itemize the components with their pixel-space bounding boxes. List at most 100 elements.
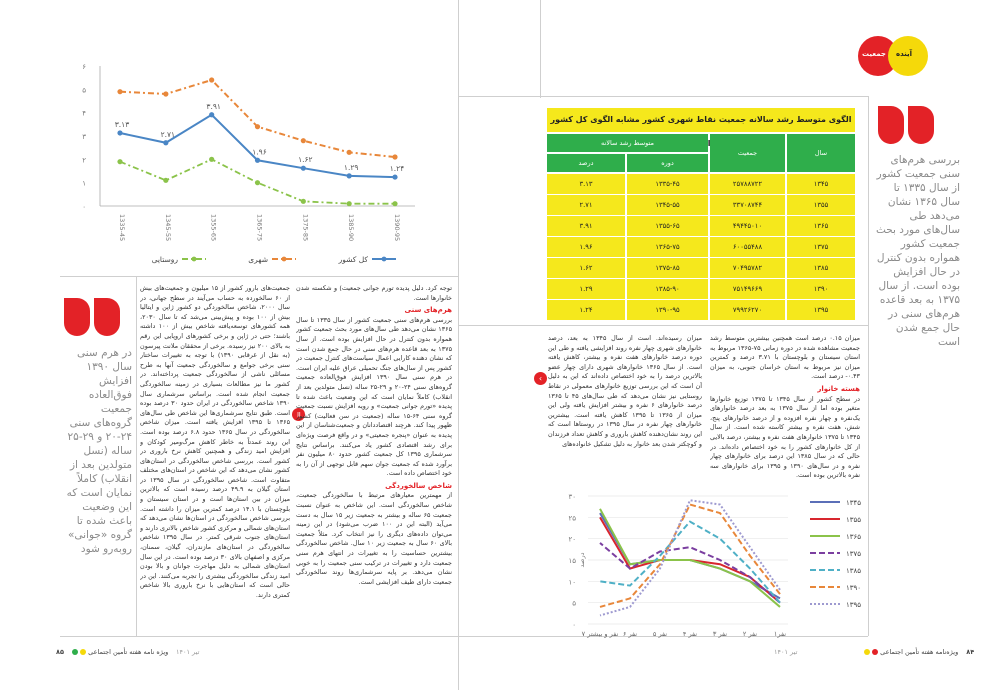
data-label: ۱.۲۹ <box>344 163 358 172</box>
data-point <box>254 180 261 186</box>
y-tick-label: ۶ <box>82 63 86 71</box>
series-line-6 <box>599 499 781 617</box>
x-tick-label: ۶ نفر <box>623 630 637 638</box>
table-cell-period: ۱۳۷۵-۸۵ <box>627 258 708 279</box>
table-cell-year: ۱۳۶۵ <box>787 216 855 237</box>
table-cell-period: ۱۳۳۵-۴۵ <box>627 174 708 195</box>
data-label: ۳.۹۱ <box>206 102 220 111</box>
series-line-1 <box>119 78 396 158</box>
data-label: ۲.۷۱ <box>161 130 175 139</box>
legend-label: ۱۳۴۵ <box>846 499 861 507</box>
publication-name: ویژه‌نامه هفته تأمین اجتماعی <box>880 648 959 656</box>
y-tick-label: ۲ <box>82 156 86 164</box>
paragraph: جمعیت‌های بارور کشور از ۱۵ میلیون و جمعی… <box>140 284 290 599</box>
growth-rate-line-chart: ۰ ۱ ۲ ۳ ۴ ۵ ۶ 1335-45 1345-55 1355-65 1365-75 1375-… <box>82 63 415 264</box>
data-point <box>209 156 215 162</box>
series-line-4 <box>599 520 781 604</box>
x-tick-label: 1390-95 <box>393 214 401 241</box>
quote-mark-icon <box>878 106 940 148</box>
section-heading: شاخص سالخوردگی <box>385 481 452 490</box>
paragraph: میزان ۰.۱۵ درصد است همچنین بیشترین متوسط… <box>710 334 860 381</box>
pull-quote-right: بررسی هرم‌های سنی جمعیت کشور از سال ۱۳۳۵… <box>875 154 960 348</box>
data-point <box>209 112 215 118</box>
data-point <box>254 157 261 163</box>
legend-label: کل کشور <box>338 255 369 264</box>
data-point <box>254 124 261 130</box>
legend-marker <box>281 256 287 262</box>
y-axis-label: درصد <box>578 552 586 567</box>
legend-marker <box>381 256 387 262</box>
data-label: ۱.۲۴ <box>390 164 404 173</box>
y-tick-label: ۵ <box>572 600 576 608</box>
table-cell-period: ۱۳۴۵-۵۵ <box>627 195 708 216</box>
series-line-2 <box>599 508 781 608</box>
y-tick-label: ۰ <box>82 203 86 211</box>
table-cell-period: ۱۳۵۵-۶۵ <box>627 216 708 237</box>
legend-label: ۱۳۷۵ <box>846 550 861 558</box>
x-tick-label: ۵ نفر <box>653 630 667 638</box>
x-tick-label: ۴ نفر <box>683 630 697 638</box>
x-tick-label: ۲ نفر <box>743 630 757 638</box>
data-point <box>209 77 215 83</box>
legend-label: ۱۳۵۵ <box>846 516 861 524</box>
quote-mark-icon <box>64 298 126 340</box>
table-cell-pct: ۱.۹۶ <box>547 237 625 258</box>
legend-label: ۱۳۸۵ <box>846 567 861 575</box>
table-cell-pct: ۱.۶۲ <box>547 258 625 279</box>
y-tick-label: ۲۵ <box>568 514 576 522</box>
series-line-3 <box>599 542 781 604</box>
table-cell-year: ۱۳۸۵ <box>787 258 855 279</box>
data-point <box>117 89 123 95</box>
table-cell-pop: ۳۳۷۰۸۷۴۴ <box>710 195 785 216</box>
paragraph: از مهمترین معیارهای مرتبط با سالخوردگی ج… <box>296 491 452 586</box>
y-tick-label: ۱ <box>82 180 86 188</box>
data-point <box>163 91 169 97</box>
table-cell-year: ۱۳۴۵ <box>787 174 855 195</box>
table-cell-pop: ۷۰۴۹۵۷۸۲ <box>710 258 785 279</box>
table-cell-pop: ۷۵۱۴۹۶۶۹ <box>710 279 785 300</box>
legend-label: شهری <box>248 255 268 264</box>
table-header-year: سال <box>787 134 855 172</box>
table-header-percent: درصد <box>547 154 625 172</box>
data-label: ۱.۹۶ <box>252 147 266 156</box>
data-point <box>346 149 352 155</box>
paragraph: در سطح کشور از سال ۱۳۴۵ تا ۱۳۷۵ توزیع خا… <box>710 394 860 480</box>
y-tick-label: ۰ <box>572 621 576 629</box>
table-header-growth: متوسط رشد سالانه <box>547 134 708 152</box>
table-header-population: جمعیت <box>710 134 785 172</box>
y-tick-label: ۱۰ <box>568 578 576 586</box>
x-tick-label: ۳ نفر <box>713 630 727 638</box>
pull-quote-left: در هرم سنی سال ۱۳۹۰ افزایش فوق‌العاده جم… <box>66 347 132 555</box>
y-tick-label: ۲۰ <box>568 536 576 544</box>
x-tick-label: 1335-45 <box>118 214 126 241</box>
legend-label: روستایی <box>152 255 179 264</box>
x-tick-label: 1385-90 <box>347 214 355 241</box>
legend-marker <box>191 256 197 262</box>
data-point <box>163 177 169 183</box>
legend-label: ۱۳۹۵ <box>846 601 861 609</box>
table-cell-year: ۱۳۹۰ <box>787 279 855 300</box>
x-tick-label: 1375-85 <box>301 214 309 241</box>
article-column-left-1: توجه کرد. دلیل پدیده تورم جوانی جمعیت) و… <box>296 284 452 634</box>
series-line-5 <box>599 503 781 608</box>
table-cell-pct: ۱.۲۹ <box>547 279 625 300</box>
legend-label: ۱۳۹۰ <box>846 584 861 592</box>
footer-left: ۸۵ ویژه نامه هفته تأمین اجتماعی <box>56 648 168 656</box>
x-tick-label: 1355-65 <box>210 214 218 241</box>
paragraph: میزان رسیده‌اند. است از سال ۱۳۴۵ به بعد،… <box>548 334 702 448</box>
brand-logo: جمعیت آینده <box>858 36 938 80</box>
table-cell-year: ۱۳۷۵ <box>787 237 855 258</box>
page-number: ۸۵ <box>56 648 64 656</box>
table-cell-year: ۱۳۵۵ <box>787 195 855 216</box>
footer-right: ۸۴ ویژه‌نامه هفته تأمین اجتماعی <box>864 648 974 656</box>
table-cell-pop: ۶۰۰۵۵۴۸۸ <box>710 237 785 258</box>
article-column-left-2: جمعیت‌های بارور کشور از ۱۵ میلیون و جمعی… <box>140 284 290 634</box>
x-tick-label: 1365-75 <box>256 214 264 241</box>
data-point <box>346 173 352 179</box>
data-point <box>300 138 306 144</box>
table-cell-pct: ۳.۱۳ <box>547 174 625 195</box>
data-label: ۱.۶۲ <box>298 155 312 164</box>
data-point <box>117 130 123 136</box>
footer-right-date: تیر ۱۴۰۱ <box>774 648 798 656</box>
chevron-left-icon: ‹ <box>534 372 547 385</box>
